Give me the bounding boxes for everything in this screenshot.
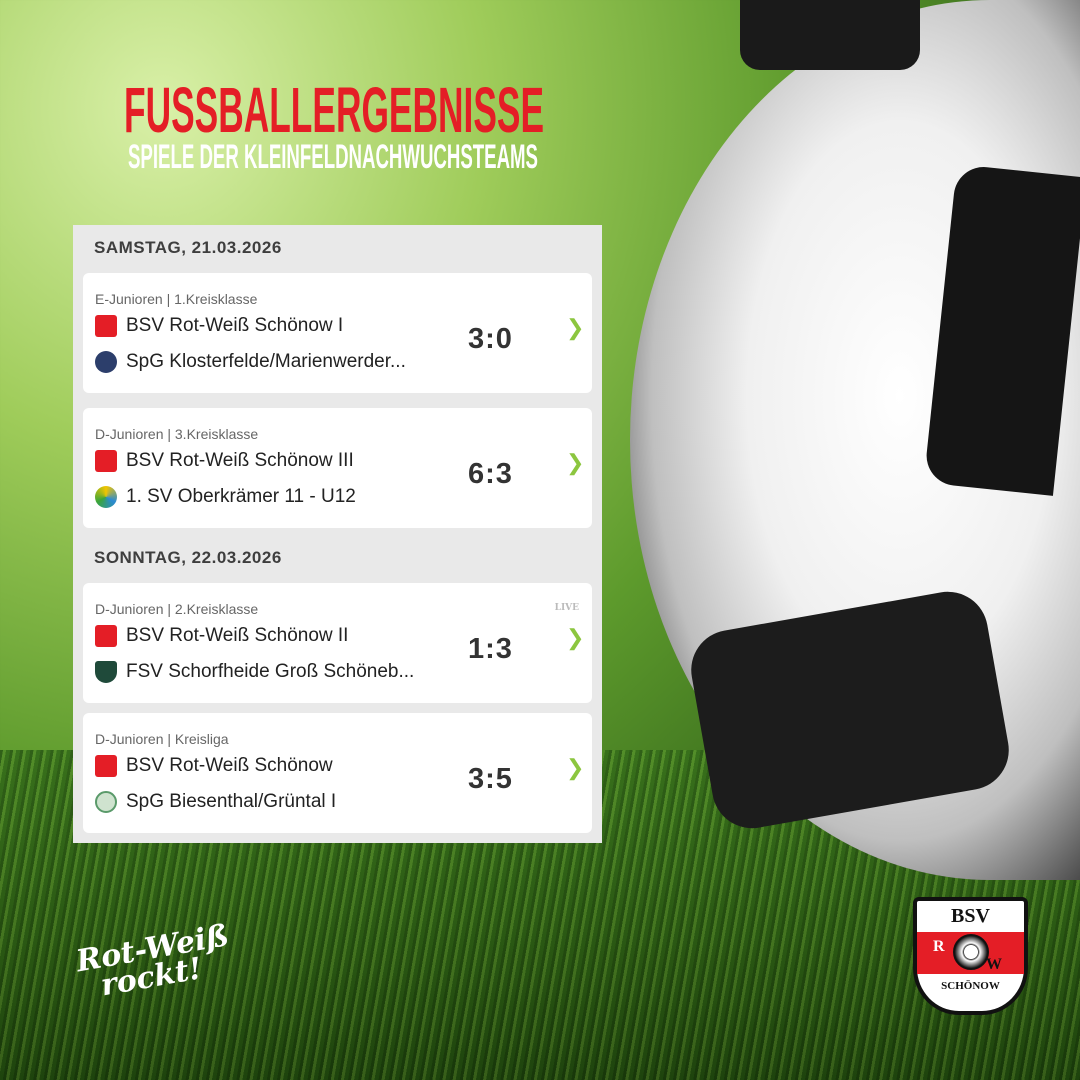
club-logo-top: BSV — [951, 905, 990, 927]
away-team-name: SpG Biesenthal/Grüntal I — [126, 791, 337, 812]
page-subtitle-svg: SPIELE DER KLEINFELDNACHWUCHSTEAMS — [128, 138, 538, 174]
away-team-name: FSV Schorfheide Groß Schöneb... — [126, 661, 415, 682]
home-team-name: BSV Rot-Weiß Schönow I — [126, 315, 344, 336]
league-label: D-Junioren | Kreisliga — [95, 731, 229, 747]
date-header: SONNTAG, 22.03.2026 — [94, 548, 282, 567]
football-icon — [953, 934, 989, 970]
home-team: BSV Rot-Weiß Schönow III — [95, 450, 354, 472]
page-title: FUSSBALLERGEBNISSE — [124, 78, 544, 138]
match-card[interactable]: D-Junioren | Kreisliga BSV Rot-Weiß Schö… — [83, 713, 592, 833]
home-team: BSV Rot-Weiß Schönow II — [95, 625, 348, 647]
club-crest-icon — [95, 755, 117, 777]
away-team-name: SpG Klosterfelde/Marienwerder... — [126, 351, 406, 372]
home-team-name: BSV Rot-Weiß Schönow II — [126, 625, 349, 646]
club-crest-icon — [95, 315, 117, 337]
club-crest-icon — [95, 661, 117, 683]
league-label: D-Junioren | 3.Kreisklasse — [95, 426, 259, 442]
results-panel: SAMSTAG, 21.03.2026 E-Junioren | 1.Kreis… — [73, 225, 602, 843]
score: 3:0 — [468, 323, 513, 355]
score: 3:5 — [468, 763, 513, 795]
club-logo-right: W — [986, 956, 1002, 973]
club-crest-icon — [95, 486, 117, 508]
home-team: BSV Rot-Weiß Schönow — [95, 755, 333, 777]
page-subtitle: SPIELE DER KLEINFELDNACHWUCHSTEAMS — [128, 138, 538, 174]
home-team: BSV Rot-Weiß Schönow I — [95, 315, 343, 337]
away-team: SpG Klosterfelde/Marienwerder... — [95, 351, 406, 373]
league-label: E-Junioren | 1.Kreisklasse — [95, 291, 258, 307]
club-logo-left: R — [933, 938, 945, 955]
match-card[interactable]: D-Junioren | 2.Kreisklasse LIVE BSV Rot-… — [83, 583, 592, 703]
home-team-name: BSV Rot-Weiß Schönow — [126, 755, 333, 776]
club-crest-icon — [95, 351, 117, 373]
club-crest-icon — [95, 625, 117, 647]
club-logo-bottom: SCHÖNOW — [941, 980, 1000, 992]
header: FUSSBALLERGEBNISSE SPIELE DER KLEINFELDN… — [124, 78, 544, 174]
live-badge: LIVE — [554, 603, 579, 613]
chevron-right-icon[interactable]: ❯ — [566, 755, 585, 780]
match-card[interactable]: E-Junioren | 1.Kreisklasse BSV Rot-Weiß … — [83, 273, 592, 393]
home-team-name: BSV Rot-Weiß Schönow III — [126, 450, 354, 471]
page-title-svg: FUSSBALLERGEBNISSE — [124, 78, 544, 138]
match-card[interactable]: D-Junioren | 3.Kreisklasse BSV Rot-Weiß … — [83, 408, 592, 528]
club-crest-icon — [95, 791, 117, 813]
away-team: 1. SV Oberkrämer 11 - U12 — [95, 486, 356, 508]
away-team: FSV Schorfheide Groß Schöneb... — [95, 661, 414, 683]
football-image — [630, 0, 1080, 880]
chevron-right-icon[interactable]: ❯ — [566, 315, 585, 340]
date-header: SAMSTAG, 21.03.2026 — [94, 238, 282, 257]
away-team: SpG Biesenthal/Grüntal I — [95, 791, 336, 813]
away-team-name: 1. SV Oberkrämer 11 - U12 — [126, 486, 356, 507]
club-crest-icon — [95, 450, 117, 472]
chevron-right-icon[interactable]: ❯ — [566, 450, 585, 475]
chevron-right-icon[interactable]: ❯ — [566, 625, 585, 650]
score: 1:3 — [468, 633, 513, 665]
league-label: D-Junioren | 2.Kreisklasse — [95, 601, 259, 617]
score: 6:3 — [468, 458, 513, 490]
